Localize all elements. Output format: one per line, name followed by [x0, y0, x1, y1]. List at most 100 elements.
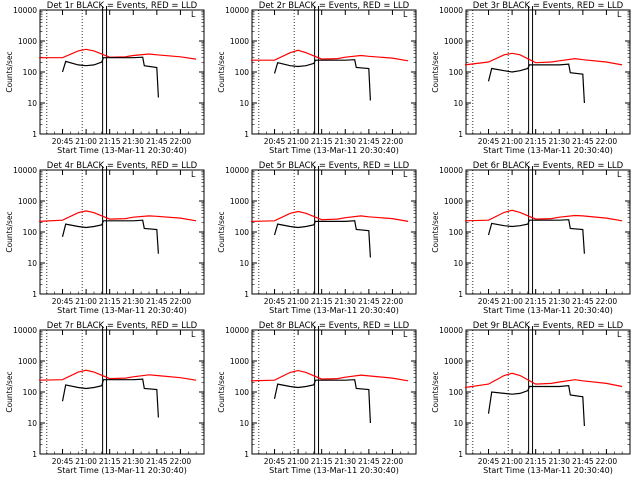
- y-tick-label: 1: [458, 450, 463, 459]
- y-tick-label: 100: [235, 388, 250, 397]
- x-tick-label: 20:45: [264, 297, 286, 306]
- y-tick-label: 10: [27, 99, 37, 108]
- x-axis-label: Start Time (13-Mar-11 20:30:40): [269, 306, 399, 315]
- x-tick-label: 22:00: [382, 137, 404, 146]
- x-tick-label: 22:00: [596, 457, 618, 466]
- y-tick-label: 1: [244, 290, 249, 299]
- x-tick-label: 20:45: [52, 137, 74, 146]
- x-tick-label: 20:45: [52, 457, 74, 466]
- x-tick-label: 20:45: [264, 137, 286, 146]
- y-tick-label: 1000: [230, 37, 249, 46]
- series-line-black: [273, 379, 371, 424]
- y-tick-label: 100: [235, 68, 250, 77]
- y-tick-label: 10: [453, 259, 463, 268]
- x-tick-label: 20:45: [52, 297, 74, 306]
- y-tick-label: 1000: [230, 197, 249, 206]
- x-tick-label: 21:15: [311, 297, 333, 306]
- y-tick-label: 1000: [444, 197, 463, 206]
- chart-title: Det 8r BLACK = Events, RED = LLD: [259, 321, 410, 331]
- y-axis-label: Counts/sec: [431, 371, 440, 412]
- y-axis-label: Counts/sec: [431, 211, 440, 252]
- y-axis-label: Counts/sec: [431, 51, 440, 92]
- x-tick-label: 21:15: [311, 457, 333, 466]
- legend-marker: L: [403, 10, 408, 19]
- x-axis-label: Start Time (13-Mar-11 20:30:40): [269, 146, 399, 155]
- y-axis-label: Counts/sec: [5, 371, 14, 412]
- plot-frame: [39, 169, 205, 295]
- y-tick-label: 10: [453, 99, 463, 108]
- x-tick-label: 21:30: [122, 137, 144, 146]
- y-tick-label: 10: [27, 419, 37, 428]
- y-tick-label: 1000: [18, 357, 37, 366]
- series-line-black: [273, 220, 371, 258]
- series-line-black: [61, 56, 159, 98]
- y-tick-label: 10: [27, 259, 37, 268]
- y-tick-label: 10: [239, 99, 249, 108]
- y-tick-label: 1000: [18, 37, 37, 46]
- x-tick-label: 21:00: [287, 457, 309, 466]
- series-line-black: [487, 219, 585, 254]
- chart-title: Det 4r BLACK = Events, RED = LLD: [47, 161, 198, 171]
- x-tick-label: 21:30: [334, 457, 356, 466]
- x-axis-label: Start Time (13-Mar-11 20:30:40): [483, 466, 613, 475]
- y-axis-label: Counts/sec: [5, 51, 14, 92]
- y-tick-label: 100: [235, 228, 250, 237]
- x-tick-label: 20:45: [264, 457, 286, 466]
- series-line-black: [487, 385, 585, 427]
- x-tick-label: 20:45: [478, 297, 500, 306]
- chart-title: Det 5r BLACK = Events, RED = LLD: [259, 161, 410, 171]
- series-line-red: [464, 209, 623, 222]
- y-tick-label: 1000: [444, 37, 463, 46]
- y-tick-label: 1: [32, 450, 37, 459]
- series-line-red: [38, 369, 197, 381]
- y-tick-label: 10: [239, 419, 249, 428]
- series-line-red: [38, 210, 197, 222]
- plot-frame: [465, 329, 631, 455]
- legend-marker: L: [191, 170, 196, 179]
- series-line-red: [39, 48, 197, 60]
- x-axis-label: Start Time (13-Mar-11 20:30:40): [269, 466, 399, 475]
- x-tick-label: 21:45: [146, 297, 168, 306]
- y-tick-label: 10: [453, 419, 463, 428]
- x-tick-label: 21:15: [99, 137, 121, 146]
- x-tick-label: 20:45: [478, 137, 500, 146]
- x-axis-label: Start Time (13-Mar-11 20:30:40): [483, 146, 613, 155]
- x-axis-label: Start Time (13-Mar-11 20:30:40): [57, 466, 187, 475]
- y-tick-label: 10000: [439, 6, 463, 15]
- x-tick-label: 22:00: [596, 137, 618, 146]
- x-tick-label: 21:15: [525, 457, 547, 466]
- x-tick-label: 21:30: [548, 457, 570, 466]
- x-tick-label: 21:30: [334, 137, 356, 146]
- x-tick-label: 22:00: [170, 137, 192, 146]
- x-tick-label: 21:00: [501, 457, 523, 466]
- legend-marker: L: [617, 170, 622, 179]
- y-tick-label: 100: [23, 68, 38, 77]
- plot-frame: [465, 169, 631, 295]
- y-tick-label: 1: [244, 130, 249, 139]
- x-tick-label: 21:15: [525, 137, 547, 146]
- series-line-black: [61, 378, 159, 418]
- chart-title: Det 3r BLACK = Events, RED = LLD: [473, 1, 624, 11]
- x-tick-label: 21:45: [572, 297, 594, 306]
- plot-frame: [39, 9, 205, 135]
- legend-marker: L: [617, 330, 622, 339]
- chart-title: Det 6r BLACK = Events, RED = LLD: [473, 161, 624, 171]
- x-axis-label: Start Time (13-Mar-11 20:30:40): [483, 306, 613, 315]
- x-tick-label: 21:30: [334, 297, 356, 306]
- legend-marker: L: [403, 330, 408, 339]
- legend-marker: L: [191, 10, 196, 19]
- x-axis-label: Start Time (13-Mar-11 20:30:40): [57, 306, 187, 315]
- x-tick-label: 21:45: [572, 137, 594, 146]
- x-tick-label: 22:00: [382, 457, 404, 466]
- series-line-red: [251, 49, 409, 62]
- x-tick-label: 22:00: [170, 297, 192, 306]
- y-tick-label: 10000: [225, 166, 249, 175]
- series-line-red: [250, 210, 409, 222]
- y-tick-label: 1: [244, 450, 249, 459]
